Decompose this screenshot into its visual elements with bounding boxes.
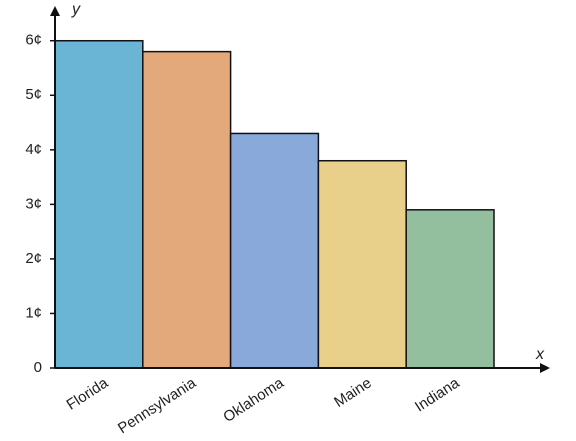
- x-tick-label: Indiana: [412, 374, 463, 415]
- bar: [317, 159, 407, 369]
- y-tick-label: 3¢: [25, 195, 42, 212]
- y-tick-label: 2¢: [25, 250, 42, 267]
- y-tick-label: 5¢: [25, 86, 42, 103]
- y-axis-label: y: [71, 1, 81, 18]
- bar: [405, 209, 495, 369]
- x-tick-label: Maine: [331, 374, 375, 411]
- y-tick-label: 4¢: [25, 141, 42, 158]
- bar: [142, 50, 232, 369]
- x-tick-label: Pennsylvania: [115, 374, 200, 437]
- bar: [54, 39, 144, 369]
- y-tick-label: 1¢: [25, 304, 42, 321]
- x-axis-label: x: [535, 346, 545, 363]
- y-tick-label: 0: [34, 359, 42, 376]
- x-tick-label: Florida: [64, 374, 112, 414]
- bar: [229, 132, 320, 369]
- y-tick-label: 6¢: [25, 32, 42, 49]
- x-tick-label: Oklahoma: [220, 374, 287, 426]
